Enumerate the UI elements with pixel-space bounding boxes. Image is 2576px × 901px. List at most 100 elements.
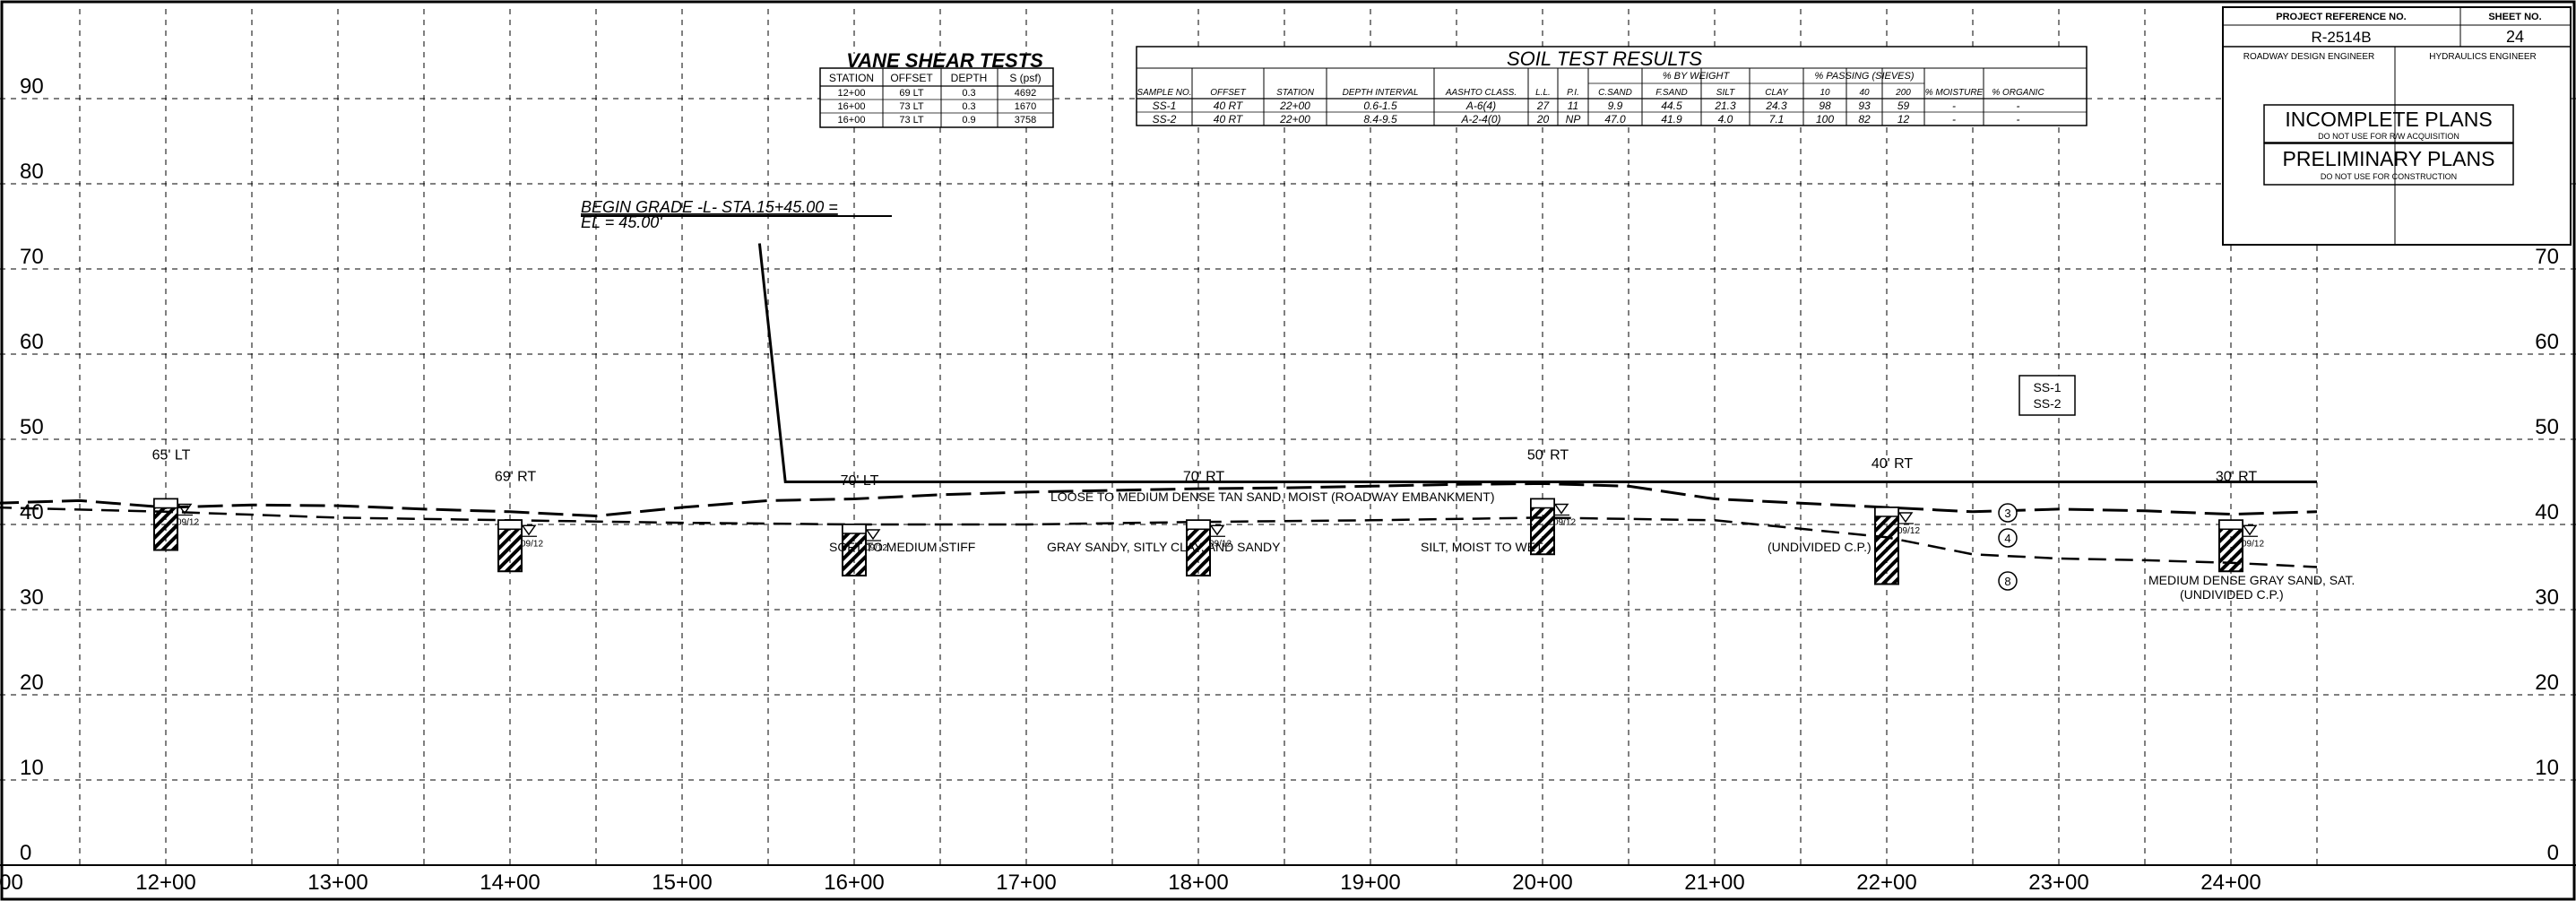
vane-header-cell: OFFSET	[890, 72, 933, 84]
elevation-label-right: 30	[2535, 585, 2559, 610]
soil-header-cell: STATION	[1276, 88, 1315, 98]
water-table-icon	[865, 529, 881, 541]
annotation-soft-stiff: SOFT TO MEDIUM STIFF	[829, 540, 975, 554]
begin-grade-line1: BEGIN GRADE -L- STA.15+45.00 =	[581, 198, 838, 216]
begin-grade-line2: EL = 45.00'	[581, 213, 662, 231]
hydraulics-label: HYDRAULICS ENGINEER	[2429, 52, 2536, 62]
station-label: 13+00	[307, 871, 367, 895]
soil-cell: 41.9	[1661, 113, 1682, 126]
soil-header-cell: DEPTH INTERVAL	[1343, 88, 1419, 98]
circle-number-3: 3	[2004, 507, 2010, 520]
elevation-label-left: 50	[20, 415, 44, 439]
borehole: 09/12 70' LT	[841, 473, 887, 576]
water-table-icon	[1209, 524, 1225, 536]
vane-cell: 12+00	[838, 88, 866, 99]
soil-annotations: LOOSE TO MEDIUM DENSE TAN SAND, MOIST (R…	[829, 489, 2355, 602]
water-table-icon	[1553, 503, 1569, 515]
soil-header-cell: 40	[1859, 88, 1870, 98]
borehole-offset: 65' LT	[152, 448, 191, 463]
borehole-cap	[153, 498, 178, 509]
vane-cell: 69 LT	[899, 88, 924, 99]
elevation-label-right: 20	[2535, 671, 2559, 695]
soil-cell: 8.4-9.5	[1363, 113, 1397, 126]
soil-cell: 40 RT	[1214, 113, 1244, 126]
borehole: 09/12 30' RT	[2216, 469, 2264, 573]
borehole-offset: 70' LT	[841, 473, 879, 489]
elevation-label-right: 0	[2547, 841, 2559, 865]
soil-header-cell: F.SAND	[1655, 88, 1687, 98]
soil-cell: SS-2	[1153, 113, 1177, 126]
station-label: 17+00	[996, 871, 1056, 895]
soil-cell: NP	[1566, 113, 1581, 126]
soil-cell: -	[2017, 113, 2020, 126]
soil-cell: 0.6-1.5	[1363, 100, 1397, 112]
vane-cell: 73 LT	[899, 115, 924, 126]
water-table-icon	[2242, 524, 2258, 536]
soil-header-cell: C.SAND	[1598, 88, 1632, 98]
sheet-no: 24	[2506, 28, 2524, 46]
soil-cell: SS-1	[1153, 100, 1177, 112]
borehole-cap	[1874, 507, 1899, 517]
preliminary-plans-title: PRELIMINARY PLANS	[2283, 147, 2495, 170]
soil-cell: 27	[1536, 100, 1551, 112]
station-label: 24+00	[2200, 871, 2260, 895]
annotation-medium-dense-1: MEDIUM DENSE GRAY SAND, SAT.	[2148, 573, 2355, 587]
elevation-label-left: 60	[20, 330, 44, 354]
soil-header-cell: OFFSET	[1210, 88, 1246, 98]
soil-cell: 93	[1858, 100, 1871, 112]
vane-shear-table: VANE SHEAR TESTS STATION OFFSET DEPTH S (ps…	[819, 49, 1069, 128]
vane-header-cell: STATION	[829, 72, 874, 84]
water-table-icon	[177, 503, 193, 515]
soil-cell: 22+00	[1279, 113, 1310, 126]
water-table-date: 09/12	[1897, 526, 1920, 536]
soil-cell: 12	[1897, 113, 1910, 126]
soil-cell: 21.3	[1714, 100, 1736, 112]
begin-grade-note: BEGIN GRADE -L- STA.15+45.00 = EL = 45.0…	[581, 198, 892, 231]
vane-cell: 0.3	[962, 101, 975, 112]
borehole-cap	[1530, 498, 1555, 509]
sample-label-ss2: SS-2	[2033, 396, 2061, 411]
soil-cell: 24.3	[1765, 100, 1787, 112]
borehole-offset: 50' RT	[1527, 448, 1569, 463]
circle-number-4: 4	[2004, 532, 2010, 545]
water-table-date: 09/12	[177, 518, 199, 528]
soil-header-cell: CLAY	[1765, 88, 1789, 98]
station-label: 16+00	[824, 871, 884, 895]
elevation-label-right: 50	[2535, 415, 2559, 439]
annotation-silt: SILT, MOIST TO WET	[1421, 540, 1543, 554]
elevation-label-left: 20	[20, 671, 44, 695]
station-label: 12+00	[135, 871, 195, 895]
borehole: 09/12 70' RT	[1183, 469, 1232, 576]
vane-cell: 0.3	[962, 88, 975, 99]
elevation-label-left: 40	[20, 500, 44, 524]
soil-header-cell: AASHTO CLASS.	[1445, 88, 1517, 98]
annotation-undivided: (UNDIVIDED C.P.)	[1768, 540, 1871, 554]
water-table-icon	[1897, 512, 1914, 524]
project-ref: R-2514B	[2311, 29, 2371, 46]
soil-cell: 40 RT	[1214, 100, 1244, 112]
elevation-label-left: 0	[20, 841, 31, 865]
soil-header-cell: % MOISTURE	[1925, 88, 1984, 98]
roadway-design-label: ROADWAY DESIGN ENGINEER	[2243, 52, 2375, 62]
soil-cell: 7.1	[1769, 113, 1785, 126]
borehole-offset: 69' RT	[495, 469, 537, 484]
circled-sample-numbers: 3 4 8	[1998, 503, 2018, 591]
station-label: 19+00	[1340, 871, 1400, 895]
water-table-date: 09/12	[521, 539, 543, 549]
soil-header-cell: 10	[1820, 88, 1830, 98]
soil-cell: 44.5	[1661, 100, 1682, 112]
station-label: 11+00	[0, 871, 23, 895]
vane-cell: 1670	[1015, 101, 1036, 112]
soil-cell: 98	[1819, 100, 1831, 112]
sample-label-box: SS-1 SS-2	[2018, 375, 2076, 416]
annotation-loose-sand: LOOSE TO MEDIUM DENSE TAN SAND, MOIST (R…	[1050, 489, 1495, 504]
soil-header-cell: SILT	[1716, 88, 1735, 98]
soil-cell: 47.0	[1604, 113, 1626, 126]
borehole-offset: 40' RT	[1871, 456, 1914, 472]
vane-cell: 3758	[1015, 115, 1036, 126]
borehole: 09/12 65' LT	[152, 448, 199, 551]
borehole: 09/12 40' RT	[1871, 456, 1920, 585]
proposed-grade-line	[757, 243, 2317, 483]
sample-label-ss1: SS-1	[2033, 380, 2061, 394]
